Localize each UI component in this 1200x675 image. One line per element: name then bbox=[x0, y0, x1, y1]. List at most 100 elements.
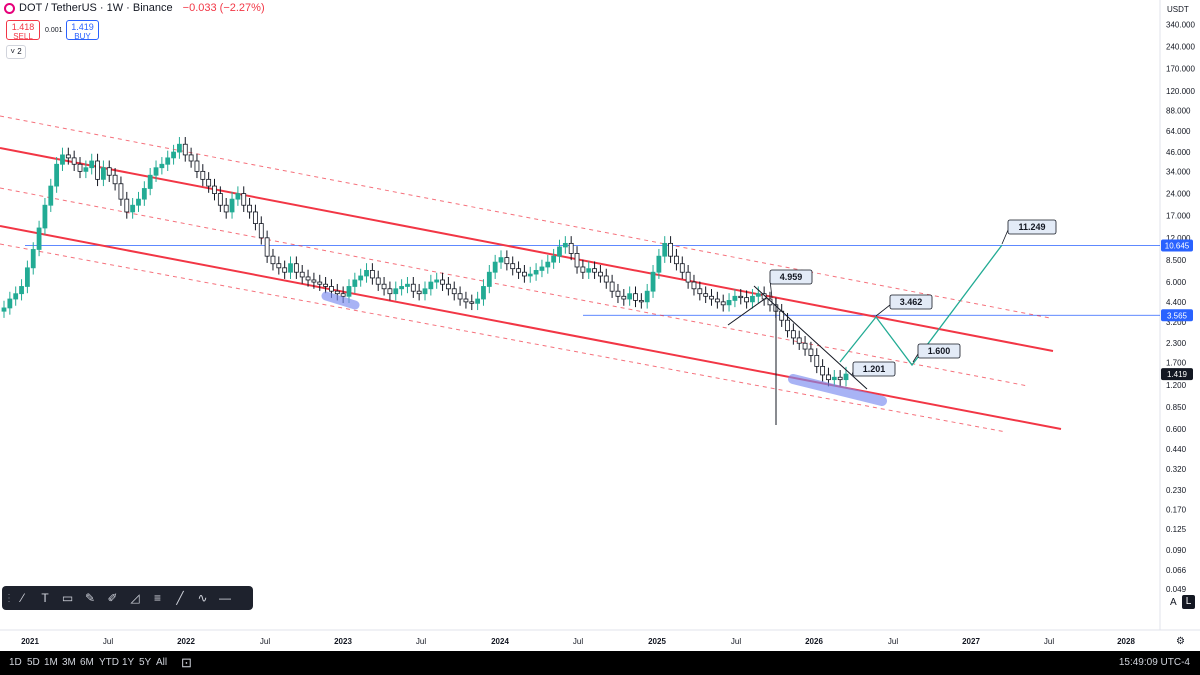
candle-body bbox=[831, 376, 837, 381]
y-tick-label: 3.200 bbox=[1166, 318, 1187, 327]
symbol-title[interactable]: DOT / TetherUS · 1W · Binance bbox=[19, 2, 173, 14]
candle-body bbox=[539, 266, 545, 271]
clock[interactable]: 15:49:09 UTC-4 bbox=[1118, 657, 1190, 668]
candle-body bbox=[615, 290, 621, 297]
price-axis-label bbox=[1161, 368, 1193, 381]
indicators-count: 2 bbox=[17, 47, 22, 56]
sell-button[interactable]: 1.418 SELL bbox=[6, 20, 40, 41]
candle-body bbox=[451, 288, 457, 295]
currency-label[interactable]: USDT bbox=[1167, 5, 1189, 14]
callout-pointer bbox=[1001, 229, 1009, 245]
range-1d[interactable]: 1D bbox=[9, 657, 22, 668]
y-tick-label: 1.200 bbox=[1166, 381, 1187, 390]
callout-label: 3.462 bbox=[900, 297, 923, 307]
candle-body bbox=[311, 279, 317, 283]
candle-body bbox=[329, 286, 334, 292]
candle-body bbox=[492, 261, 498, 273]
auto-scale-button[interactable]: A bbox=[1170, 597, 1177, 608]
range-5y[interactable]: 5Y bbox=[139, 657, 152, 668]
candle-body bbox=[691, 281, 697, 290]
candle-body bbox=[633, 293, 638, 301]
path-icon[interactable]: ∿ bbox=[197, 591, 208, 605]
candle-body bbox=[522, 271, 527, 277]
horizontal-line-icon[interactable]: — bbox=[219, 591, 231, 605]
log-scale-button[interactable]: L bbox=[1182, 595, 1195, 609]
buy-button[interactable]: 1.419 BUY bbox=[66, 20, 99, 41]
y-tick-label: 6.000 bbox=[1166, 278, 1187, 287]
candle-body bbox=[627, 293, 633, 300]
candle-body bbox=[165, 157, 171, 165]
highlighter-icon[interactable]: ✐ bbox=[107, 591, 118, 605]
candle-body bbox=[200, 170, 206, 180]
candle-body bbox=[264, 237, 270, 257]
range-1y[interactable]: 1Y bbox=[122, 657, 135, 668]
brush-icon[interactable]: ✎ bbox=[84, 591, 96, 605]
callout-box bbox=[852, 361, 896, 377]
descending-trendline bbox=[753, 285, 868, 390]
candle-body bbox=[790, 330, 796, 339]
x-tick-label: 2024 bbox=[491, 637, 509, 646]
candle-body bbox=[212, 185, 217, 194]
y-tick-label: 24.000 bbox=[1166, 190, 1191, 199]
text-tool-icon[interactable]: T bbox=[41, 591, 49, 605]
x-tick-label: Jul bbox=[416, 637, 426, 646]
date-range-calendar-icon[interactable]: ⊡ bbox=[181, 655, 192, 670]
range-5d[interactable]: 5D bbox=[27, 657, 40, 668]
candle-body bbox=[235, 193, 241, 200]
indicators-toggle[interactable]: ˅ 2 bbox=[6, 45, 26, 59]
x-tick-label: 2025 bbox=[648, 637, 666, 646]
candle-body bbox=[516, 268, 521, 273]
price-axis-label-text: 10.645 bbox=[1165, 241, 1190, 250]
trend-line-icon[interactable]: ⁄ bbox=[21, 591, 24, 605]
candle-body bbox=[101, 167, 106, 180]
candle-body bbox=[697, 288, 703, 295]
candle-body bbox=[36, 227, 42, 250]
candle-body bbox=[434, 279, 440, 283]
candle-body bbox=[422, 288, 428, 295]
line-icon[interactable]: ╱ bbox=[176, 591, 184, 605]
candle-body bbox=[814, 355, 820, 367]
x-tick-label: 2028 bbox=[1117, 637, 1135, 646]
x-tick-label: 2026 bbox=[805, 637, 823, 646]
candle-body bbox=[153, 167, 159, 176]
y-tick-label: 120.000 bbox=[1166, 87, 1195, 96]
candle-body bbox=[334, 290, 340, 295]
candle-body bbox=[603, 275, 609, 283]
candle-body bbox=[755, 293, 761, 297]
candle-body bbox=[668, 242, 673, 257]
candle-body bbox=[54, 163, 60, 187]
candle-body bbox=[223, 204, 229, 213]
callout-label: 1.600 bbox=[928, 346, 951, 356]
candle-body bbox=[217, 193, 223, 206]
range-ytd[interactable]: YTD bbox=[99, 657, 119, 668]
y-tick-label: 240.000 bbox=[1166, 43, 1195, 52]
candle-body bbox=[60, 154, 65, 165]
callout-label: 11.249 bbox=[1018, 222, 1045, 232]
range-1m[interactable]: 1M bbox=[44, 657, 58, 668]
candle-body bbox=[656, 255, 662, 273]
shape-icon[interactable]: ◿ bbox=[130, 591, 140, 605]
candle-body bbox=[30, 249, 36, 269]
buy-price: 1.419 bbox=[71, 22, 94, 32]
drag-handle-icon[interactable]: ⋮ bbox=[4, 592, 14, 604]
price-chart[interactable]: 340.000 240.000 170.000 120.000 88.000 64.000… bbox=[0, 0, 1200, 651]
candle-body bbox=[802, 342, 808, 350]
candle-body bbox=[65, 154, 71, 159]
fib-icon[interactable]: ≡ bbox=[153, 591, 161, 605]
candle-body bbox=[346, 286, 352, 297]
x-tick-label: Jul bbox=[888, 637, 898, 646]
candle-body bbox=[685, 271, 691, 283]
candle-body bbox=[141, 188, 147, 200]
note-icon[interactable]: ▭ bbox=[61, 591, 74, 605]
settings-gear-icon[interactable]: ⚙ bbox=[1176, 636, 1185, 647]
y-tick-label: 0.125 bbox=[1166, 525, 1187, 534]
callout-box bbox=[769, 269, 813, 285]
y-tick-label: 0.600 bbox=[1166, 425, 1187, 434]
x-tick-label: Jul bbox=[260, 637, 270, 646]
range-all[interactable]: All bbox=[156, 657, 168, 668]
range-6m[interactable]: 6M bbox=[80, 657, 94, 668]
candle-body bbox=[340, 293, 346, 297]
y-tick-label: 340.000 bbox=[1166, 20, 1195, 29]
range-3m[interactable]: 3M bbox=[62, 657, 76, 668]
candle-body bbox=[247, 204, 252, 213]
